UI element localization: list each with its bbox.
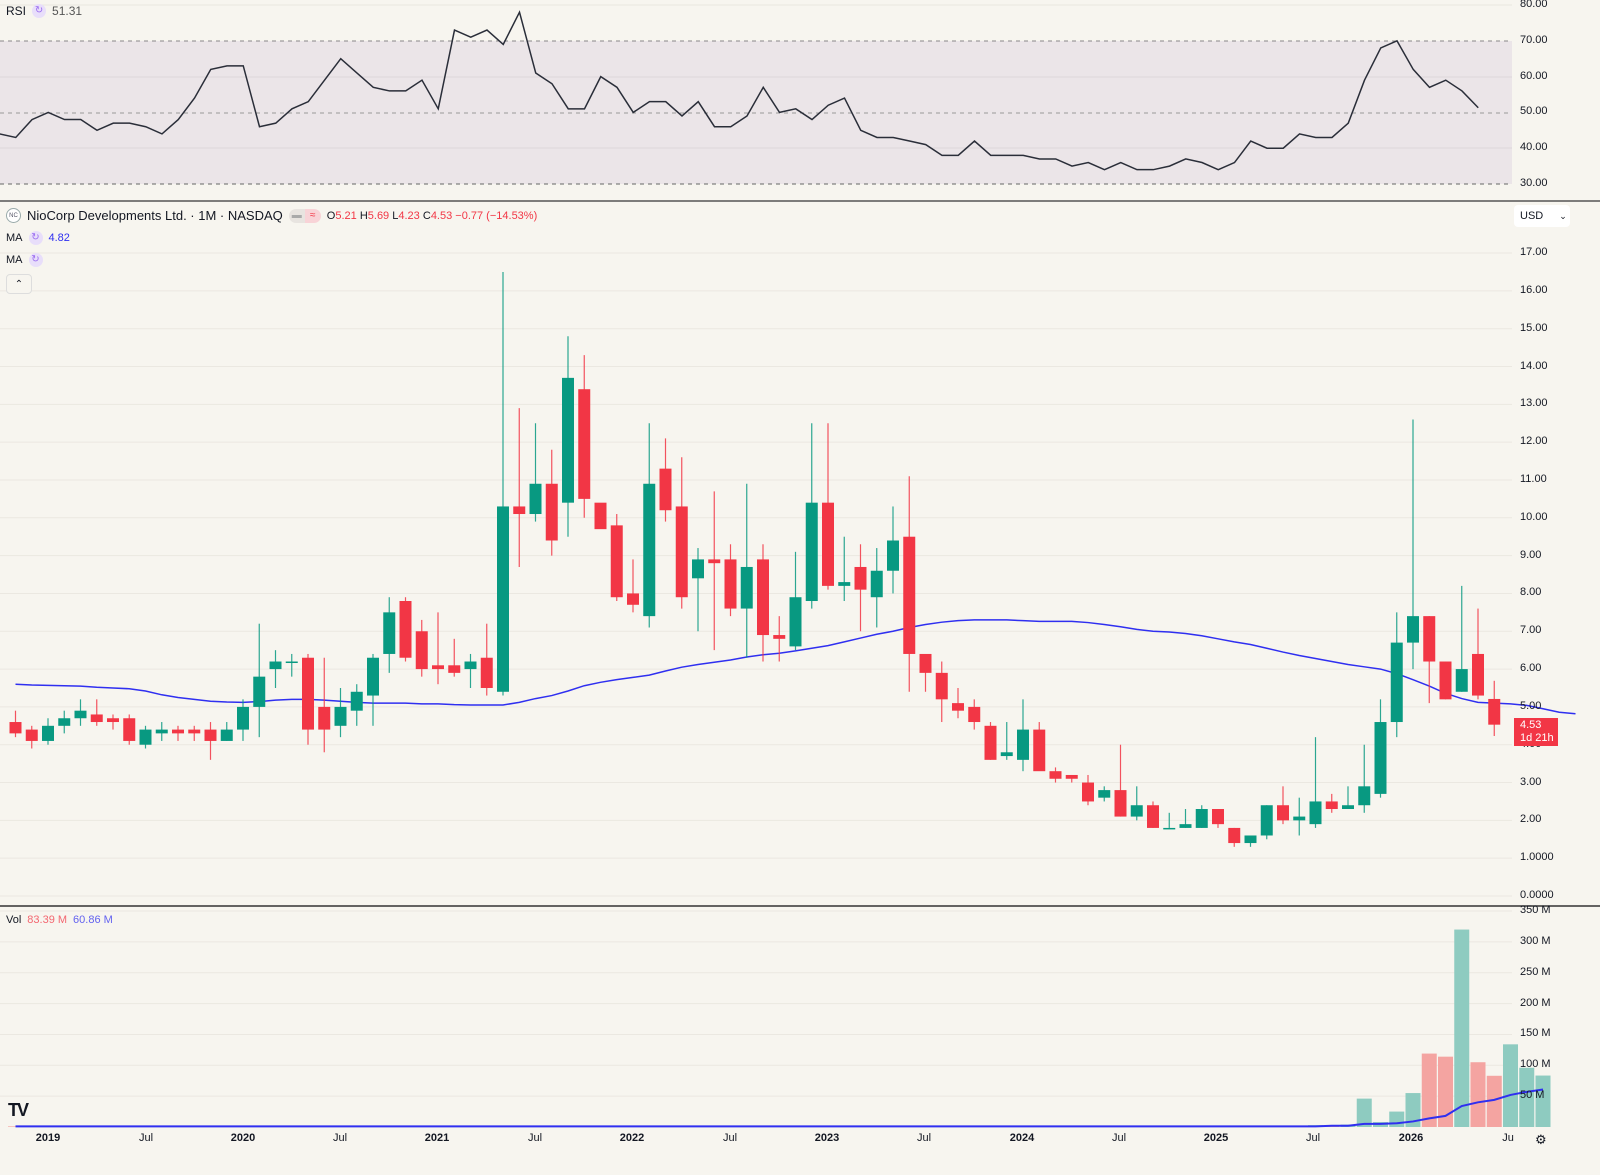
time-tick-label: 2019 [35, 1132, 61, 1144]
axis-tick-label: 10.00 [1520, 510, 1548, 523]
time-tick-label: Jul [527, 1132, 543, 1144]
change-value: −0.77 (−14.53%) [455, 209, 538, 222]
last-price-value: 4.53 [1520, 719, 1542, 731]
time-tick-label: Jul [916, 1132, 932, 1144]
time-tick-label: Jul [1305, 1132, 1321, 1144]
axis-tick-label: 250 M [1520, 965, 1551, 978]
volume-ma-line [15, 1088, 1544, 1128]
volume-grid [0, 910, 1512, 1097]
ma1-legend[interactable]: MA ↻ 4.82 [6, 231, 70, 245]
rsi-label: RSI [6, 4, 27, 18]
time-tick-label: Ju [1502, 1132, 1514, 1144]
open-label: O [326, 209, 336, 222]
time-tick-label: 2026 [1398, 1132, 1424, 1144]
candles [9, 271, 1501, 847]
axis-tick-label: 15.00 [1520, 321, 1548, 334]
time-tick-label: 2021 [424, 1132, 450, 1144]
axis-tick-label: 50.00 [1520, 105, 1548, 118]
rsi-value: 51.31 [52, 4, 83, 18]
axis-tick-label: 350 M [1520, 904, 1551, 917]
axis-tick-label: 0.0000 [1520, 889, 1554, 901]
currency-label: USD [1520, 210, 1544, 222]
axis-tick-label: 1.0000 [1520, 851, 1554, 864]
rsi-line [0, 10, 1479, 171]
time-tick-label: Jul [1111, 1132, 1127, 1144]
time-tick-label: 2024 [1009, 1132, 1035, 1144]
time-tick-label: Jul [332, 1132, 348, 1144]
axis-tick-label: 3.00 [1520, 775, 1542, 788]
currency-select[interactable]: USD ⌄ [1514, 205, 1570, 227]
axis-tick-label: 11.00 [1520, 472, 1547, 485]
refresh-icon[interactable]: ↻ [32, 4, 47, 18]
refresh-icon[interactable]: ↻ [28, 253, 43, 267]
open-value: 5.21 [335, 209, 357, 222]
time-tick-label: Jul [138, 1132, 154, 1144]
axis-tick-label: 5.00 [1520, 699, 1542, 712]
axis-tick-label: 200 M [1520, 996, 1551, 1009]
refresh-icon[interactable]: ↻ [28, 231, 43, 245]
axis-tick-label: 100 M [1520, 1058, 1551, 1071]
symbol-title[interactable]: NioCorp Developments Ltd. · 1M · NASDAQ [27, 208, 283, 223]
symbol-logo-icon: NC [6, 208, 21, 223]
rsi-pane [0, 4, 1512, 185]
volume-value: 83.39 M [27, 914, 68, 926]
symbol-legend[interactable]: NC NioCorp Developments Ltd. · 1M · NASD… [6, 208, 537, 223]
volume-legend[interactable]: Vol 83.39 M 60.86 M [6, 914, 113, 926]
low-value: 4.23 [398, 209, 420, 222]
axis-tick-label: 300 M [1520, 934, 1551, 947]
axis-tick-label: 30.00 [1520, 177, 1548, 189]
time-tick-label: 2023 [814, 1132, 840, 1144]
close-value: 4.53 [430, 209, 453, 222]
approx-icon[interactable]: ≈ [304, 208, 321, 223]
axis-tick-label: 2.00 [1520, 813, 1542, 826]
time-tick-label: 2022 [619, 1132, 645, 1144]
price-grid [0, 252, 1512, 897]
axis-tick-label: 17.00 [1520, 246, 1548, 259]
last-price-tag: 4.53 1d 21h [1514, 718, 1558, 746]
axis-tick-label: 80.00 [1520, 0, 1548, 10]
tradingview-logo[interactable]: TV [8, 1100, 29, 1120]
ma1-label: MA [6, 232, 23, 244]
time-tick-label: 2020 [230, 1132, 256, 1144]
ma-line [15, 619, 1576, 715]
close-label: C [422, 209, 431, 222]
axis-tick-label: 70.00 [1520, 33, 1548, 46]
settings-gear-icon[interactable]: ⚙ [1535, 1132, 1547, 1147]
volume-bars [8, 929, 1551, 1127]
axis-tick-label: 12.00 [1520, 435, 1548, 448]
chevron-down-icon: ⌄ [1559, 210, 1567, 221]
chevron-up-icon: ⌃ [14, 278, 24, 290]
ma1-value: 4.82 [48, 232, 70, 244]
time-tick-label: 2025 [1203, 1132, 1229, 1144]
high-value: 5.69 [367, 209, 390, 222]
axis-tick-label: 16.00 [1520, 283, 1548, 296]
axis-tick-label: 8.00 [1520, 586, 1542, 599]
bar-countdown: 1d 21h [1520, 732, 1554, 744]
low-label: L [392, 209, 399, 222]
minus-icon[interactable]: ▬ [288, 208, 305, 223]
volume-label: Vol [6, 914, 22, 926]
time-tick-label: Jul [722, 1132, 738, 1144]
axis-tick-label: 40.00 [1520, 141, 1548, 154]
ma2-legend[interactable]: MA ↻ [6, 253, 43, 267]
axis-tick-label: 13.00 [1520, 397, 1548, 410]
legend-toggle-pill[interactable]: ▬ ≈ [288, 208, 321, 223]
ma2-label: MA [6, 254, 23, 266]
axis-tick-label: 150 M [1520, 1027, 1551, 1040]
axis-tick-label: 14.00 [1520, 359, 1548, 372]
rsi-legend[interactable]: RSI ↻ 51.31 [6, 4, 82, 18]
collapse-legend-button[interactable]: ⌃ [6, 274, 32, 294]
axis-tick-label: 60.00 [1520, 69, 1548, 82]
axis-tick-label: 6.00 [1520, 662, 1542, 675]
axis-tick-label: 9.00 [1520, 548, 1542, 561]
axis-tick-label: 7.00 [1520, 624, 1542, 637]
volume-ma-value: 60.86 M [73, 914, 113, 926]
high-label: H [359, 209, 368, 222]
axis-tick-label: 50 M [1520, 1089, 1545, 1102]
